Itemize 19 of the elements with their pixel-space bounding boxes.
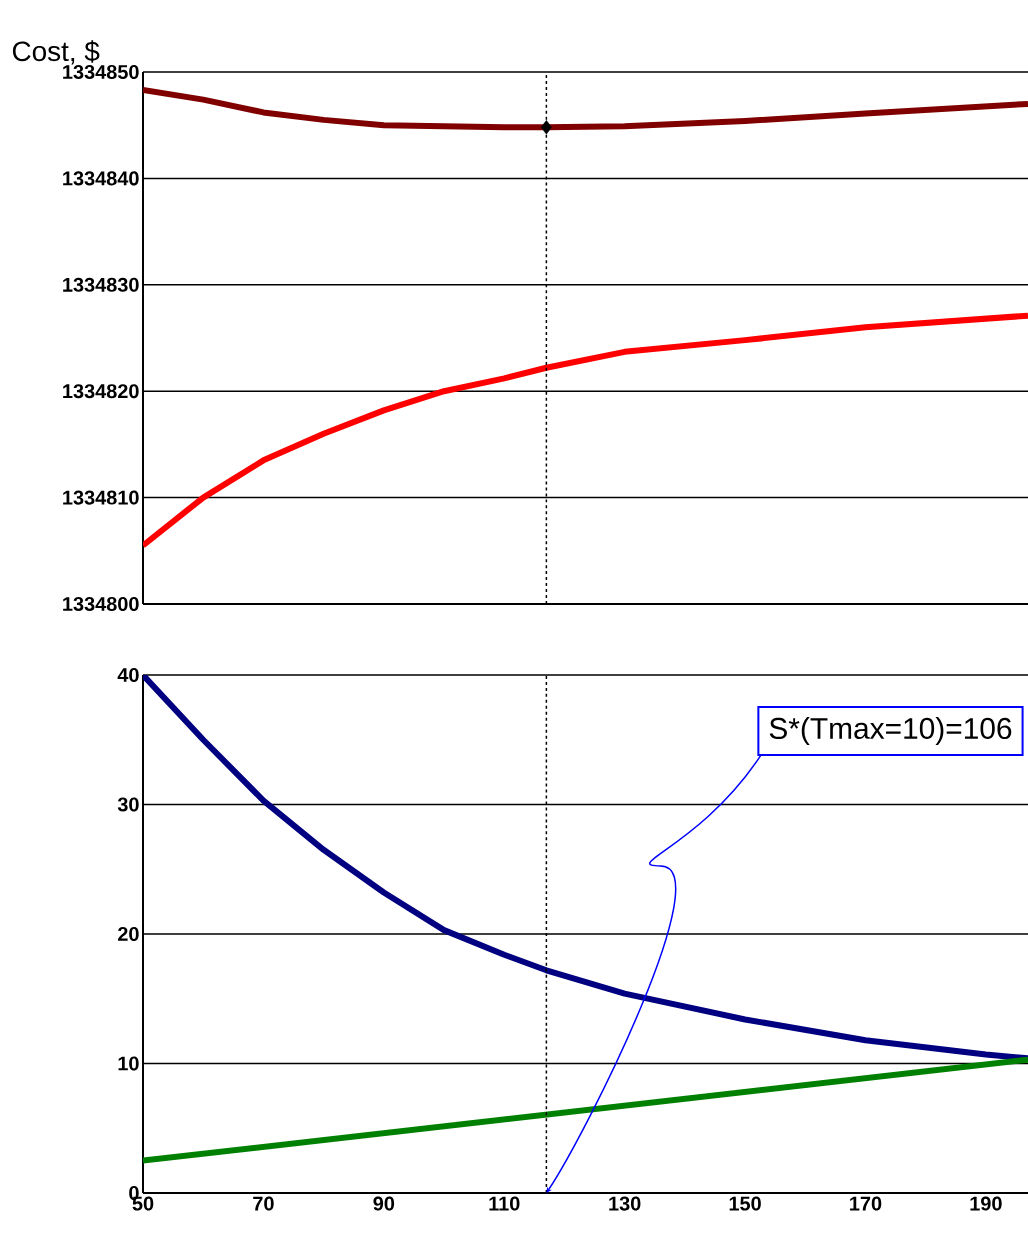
y-axis-title: Cost, $ — [12, 40, 100, 65]
y-tick-label: 20 — [118, 926, 139, 942]
y-tick-label: 40 — [117, 667, 139, 683]
y-tick-label: 1334800 — [63, 596, 139, 612]
y-tick-label: 10 — [118, 1056, 139, 1071]
x-tick-label: 90 — [373, 1196, 395, 1211]
x-tick-label: 170 — [850, 1196, 882, 1211]
y-tick-label: 1334820 — [63, 384, 139, 399]
x-tick-label: 190 — [970, 1196, 1002, 1211]
y-tick-label: 30 — [117, 797, 139, 812]
annotation: S*(Tmax=10)=106 — [769, 717, 1012, 745]
x-tick-label: 150 — [729, 1196, 761, 1211]
x-tick-label: 70 — [253, 1196, 274, 1211]
y-tick-label: 1334810 — [63, 490, 139, 505]
x-tick-label: 110 — [489, 1196, 520, 1211]
y-tick-label: 1334840 — [63, 171, 139, 186]
x-tick-label: 130 — [609, 1196, 641, 1211]
y-tick-label: 1334850 — [63, 64, 139, 80]
y-tick-label: 1334830 — [63, 277, 139, 292]
